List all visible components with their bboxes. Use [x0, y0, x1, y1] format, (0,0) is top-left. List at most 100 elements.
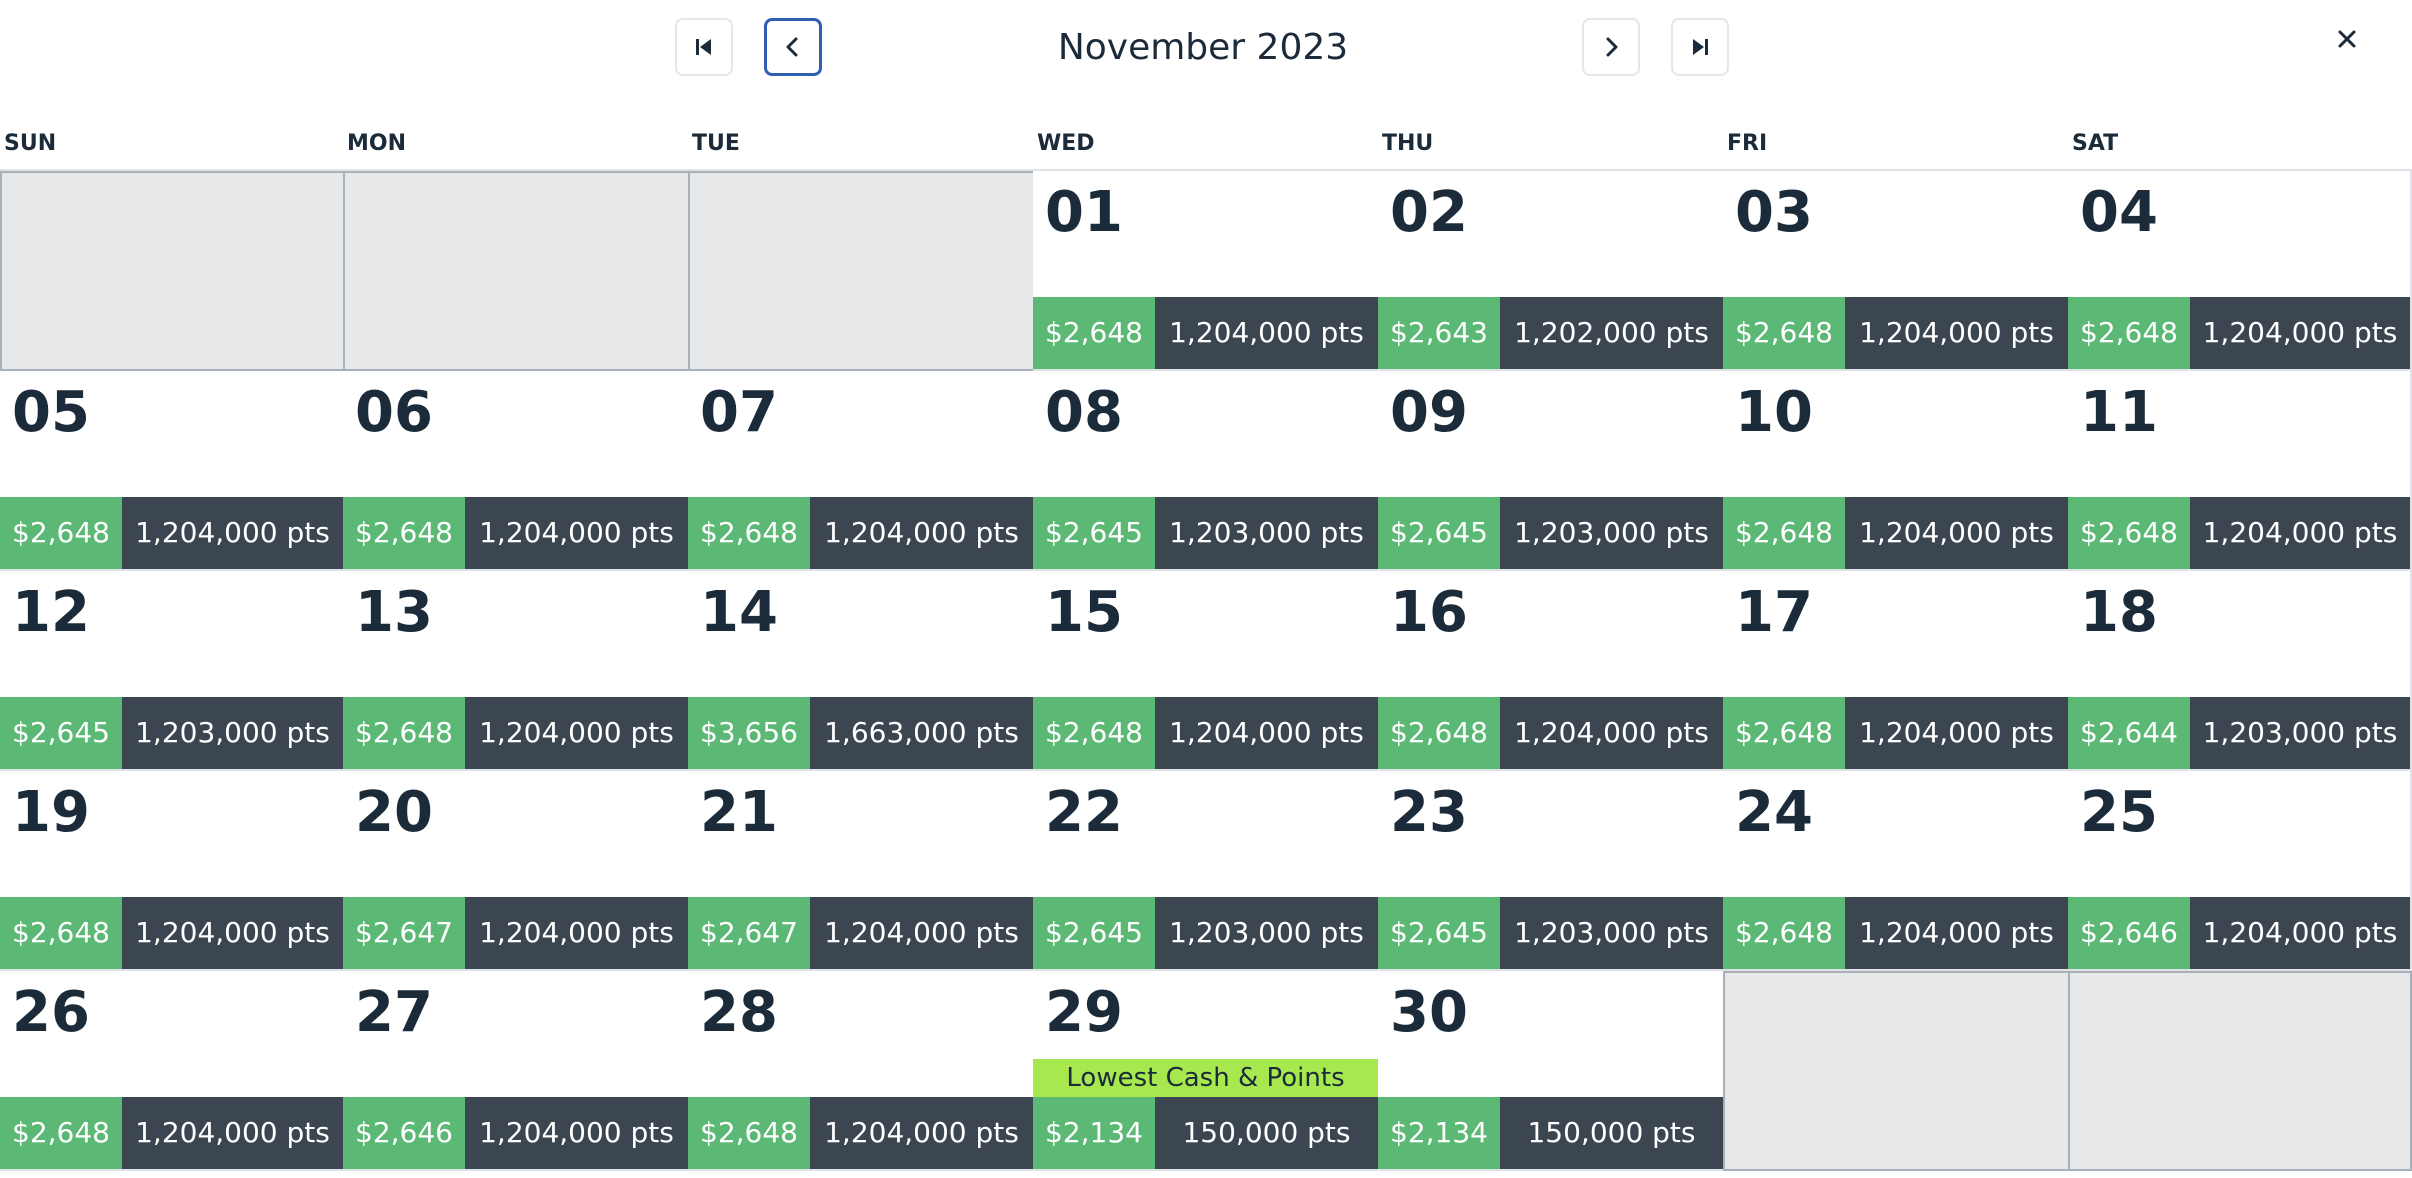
price-bar: $2,134 150,000 pts [1033, 1097, 1378, 1169]
day-cell[interactable]: 25 $2,646 1,204,000 pts [2068, 771, 2412, 971]
day-cell[interactable]: 10 $2,648 1,204,000 pts [1723, 371, 2070, 571]
price-bar: $2,644 1,203,000 pts [2068, 697, 2410, 769]
day-cell[interactable]: 28 $2,648 1,204,000 pts [688, 971, 1035, 1171]
cash-price: $2,648 [1723, 297, 1845, 369]
points-price: 1,204,000 pts [809, 1097, 1033, 1169]
day-cell[interactable]: 24 $2,648 1,204,000 pts [1723, 771, 2070, 971]
day-number: 17 [1735, 580, 1813, 645]
day-cell[interactable]: 09 $2,645 1,203,000 pts [1378, 371, 1725, 571]
cash-price: $2,648 [688, 1097, 810, 1169]
points-price: 1,203,000 pts [121, 697, 343, 769]
points-price: 1,204,000 pts [809, 897, 1033, 969]
day-cell[interactable]: 15 $2,648 1,204,000 pts [1033, 571, 1380, 771]
empty-day-cell [343, 171, 690, 371]
empty-day-cell [0, 171, 345, 371]
day-cell[interactable]: 01 $2,648 1,204,000 pts [1033, 171, 1380, 371]
chevron-left-icon [786, 37, 798, 57]
day-cell[interactable]: 19 $2,648 1,204,000 pts [0, 771, 345, 971]
month-title: November 2023 [1057, 27, 1349, 68]
cash-price: $2,648 [0, 497, 122, 569]
points-price: 1,204,000 pts [1844, 897, 2068, 969]
day-cell[interactable]: 18 $2,644 1,203,000 pts [2068, 571, 2412, 771]
chevron-right-icon [1606, 37, 1618, 57]
day-number: 29 [1045, 980, 1123, 1045]
day-cell[interactable]: 07 $2,648 1,204,000 pts [688, 371, 1035, 571]
price-bar: $2,645 1,203,000 pts [1033, 497, 1378, 569]
day-cell[interactable]: 20 $2,647 1,204,000 pts [343, 771, 690, 971]
day-cell[interactable]: 08 $2,645 1,203,000 pts [1033, 371, 1380, 571]
day-cell[interactable]: 30 $2,134 150,000 pts [1378, 971, 1725, 1171]
day-number: 24 [1735, 780, 1813, 845]
next-month-button[interactable] [1582, 18, 1640, 76]
day-cell[interactable]: 16 $2,648 1,204,000 pts [1378, 571, 1725, 771]
price-bar: $2,648 1,204,000 pts [0, 497, 343, 569]
day-cell[interactable]: 29 Lowest Cash & Points $2,134 150,000 pts [1033, 971, 1380, 1171]
skip-back-icon [696, 39, 711, 55]
empty-day-cell [1723, 971, 2070, 1171]
day-cell[interactable]: 14 $3,656 1,663,000 pts [688, 571, 1035, 771]
day-number: 28 [700, 980, 778, 1045]
day-cell[interactable]: 22 $2,645 1,203,000 pts [1033, 771, 1380, 971]
day-cell[interactable]: 06 $2,648 1,204,000 pts [343, 371, 690, 571]
day-number: 07 [700, 380, 778, 445]
day-number: 02 [1390, 180, 1468, 245]
weekday-label: MON [347, 131, 407, 156]
day-number: 30 [1390, 980, 1468, 1045]
price-bar: $2,648 1,204,000 pts [1723, 497, 2068, 569]
day-cell[interactable]: 02 $2,643 1,202,000 pts [1378, 171, 1725, 371]
points-price: 1,204,000 pts [1844, 497, 2068, 569]
day-number: 26 [12, 980, 90, 1045]
cash-price: $2,645 [1378, 497, 1500, 569]
points-price: 1,204,000 pts [464, 1097, 688, 1169]
points-price: 150,000 pts [1154, 1097, 1378, 1169]
price-bar: $2,648 1,204,000 pts [1723, 297, 2068, 369]
day-cell[interactable]: 13 $2,648 1,204,000 pts [343, 571, 690, 771]
day-cell[interactable]: 03 $2,648 1,204,000 pts [1723, 171, 2070, 371]
weekday-label: SAT [2072, 131, 2119, 156]
points-price: 1,203,000 pts [2189, 697, 2410, 769]
calendar-header: November 2023 [0, 0, 2412, 96]
day-number: 14 [700, 580, 778, 645]
day-cell[interactable]: 12 $2,645 1,203,000 pts [0, 571, 345, 771]
price-bar: $2,648 1,204,000 pts [1033, 697, 1378, 769]
cash-price: $2,134 [1378, 1097, 1500, 1169]
day-number: 11 [2080, 380, 2158, 445]
points-price: 1,204,000 pts [2189, 497, 2410, 569]
day-number: 21 [700, 780, 778, 845]
weekday-label: WED [1037, 131, 1095, 156]
cash-price: $2,645 [1033, 497, 1155, 569]
price-bar: $2,646 1,204,000 pts [343, 1097, 688, 1169]
price-bar: $2,134 150,000 pts [1378, 1097, 1723, 1169]
lowest-price-badge: Lowest Cash & Points [1033, 1059, 1378, 1097]
empty-day-cell [2068, 971, 2412, 1171]
day-number: 10 [1735, 380, 1813, 445]
day-cell[interactable]: 05 $2,648 1,204,000 pts [0, 371, 345, 571]
price-bar: $2,647 1,204,000 pts [688, 897, 1033, 969]
day-cell[interactable]: 11 $2,648 1,204,000 pts [2068, 371, 2412, 571]
points-price: 1,204,000 pts [121, 497, 343, 569]
day-cell[interactable]: 23 $2,645 1,203,000 pts [1378, 771, 1725, 971]
first-month-button[interactable] [675, 18, 733, 76]
day-cell[interactable]: 21 $2,647 1,204,000 pts [688, 771, 1035, 971]
cash-price: $2,643 [1378, 297, 1500, 369]
points-price: 1,204,000 pts [1499, 697, 1723, 769]
day-cell[interactable]: 26 $2,648 1,204,000 pts [0, 971, 345, 1171]
day-number: 22 [1045, 780, 1123, 845]
price-bar: $2,645 1,203,000 pts [1378, 497, 1723, 569]
previous-month-button[interactable] [764, 18, 822, 76]
points-price: 1,204,000 pts [121, 1097, 343, 1169]
day-cell[interactable]: 27 $2,646 1,204,000 pts [343, 971, 690, 1171]
price-bar: $2,645 1,203,000 pts [1378, 897, 1723, 969]
cash-price: $2,648 [343, 497, 465, 569]
last-month-button[interactable] [1671, 18, 1729, 76]
day-number: 16 [1390, 580, 1468, 645]
day-cell[interactable]: 04 $2,648 1,204,000 pts [2068, 171, 2412, 371]
price-bar: $3,656 1,663,000 pts [688, 697, 1033, 769]
cash-price: $2,648 [1723, 897, 1845, 969]
close-button[interactable] [2326, 18, 2368, 60]
day-number: 15 [1045, 580, 1123, 645]
weekday-label: FRI [1727, 131, 1768, 156]
day-cell[interactable]: 17 $2,648 1,204,000 pts [1723, 571, 2070, 771]
cash-price: $3,656 [688, 697, 810, 769]
price-bar: $2,648 1,204,000 pts [1723, 897, 2068, 969]
